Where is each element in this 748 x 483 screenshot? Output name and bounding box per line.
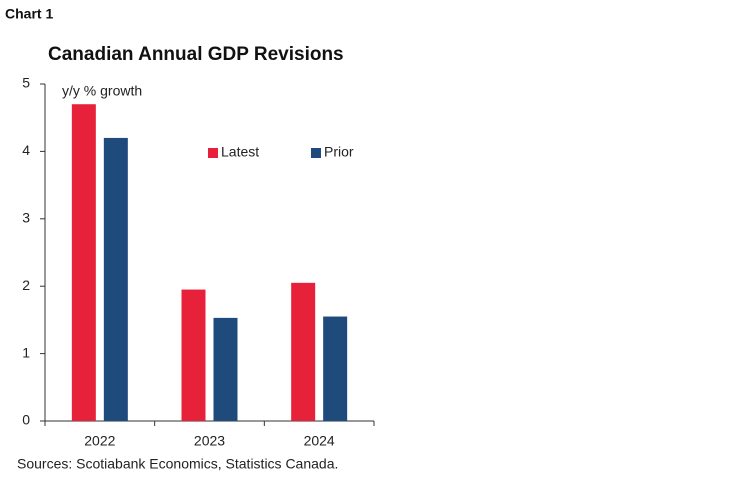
x-tick-label: 2024: [304, 433, 335, 449]
chart-title: Canadian Annual GDP Revisions: [48, 44, 344, 65]
x-tick-label: 2023: [194, 433, 225, 449]
y-tick-label: 2: [22, 277, 30, 293]
y-tick-label: 5: [22, 75, 30, 91]
x-tick-label: 2022: [84, 433, 115, 449]
y-tick-label: 3: [22, 210, 30, 226]
chart-label: Chart 1: [5, 6, 53, 22]
legend-label: Prior: [324, 144, 354, 160]
legend-swatch: [311, 148, 321, 158]
legend-label: Latest: [221, 144, 259, 160]
bar: [213, 317, 238, 421]
y-tick-label: 1: [22, 344, 30, 360]
source-note: Sources: Scotiabank Economics, Statistic…: [17, 456, 338, 472]
legend-swatch: [208, 148, 218, 158]
y-axis-label: y/y % growth: [62, 83, 142, 99]
y-tick-label: 4: [22, 142, 30, 158]
y-tick-label: 0: [22, 412, 30, 428]
bar: [291, 282, 316, 421]
bar: [323, 316, 348, 421]
bar: [71, 104, 96, 421]
bar: [181, 289, 206, 421]
bar: [103, 137, 128, 422]
